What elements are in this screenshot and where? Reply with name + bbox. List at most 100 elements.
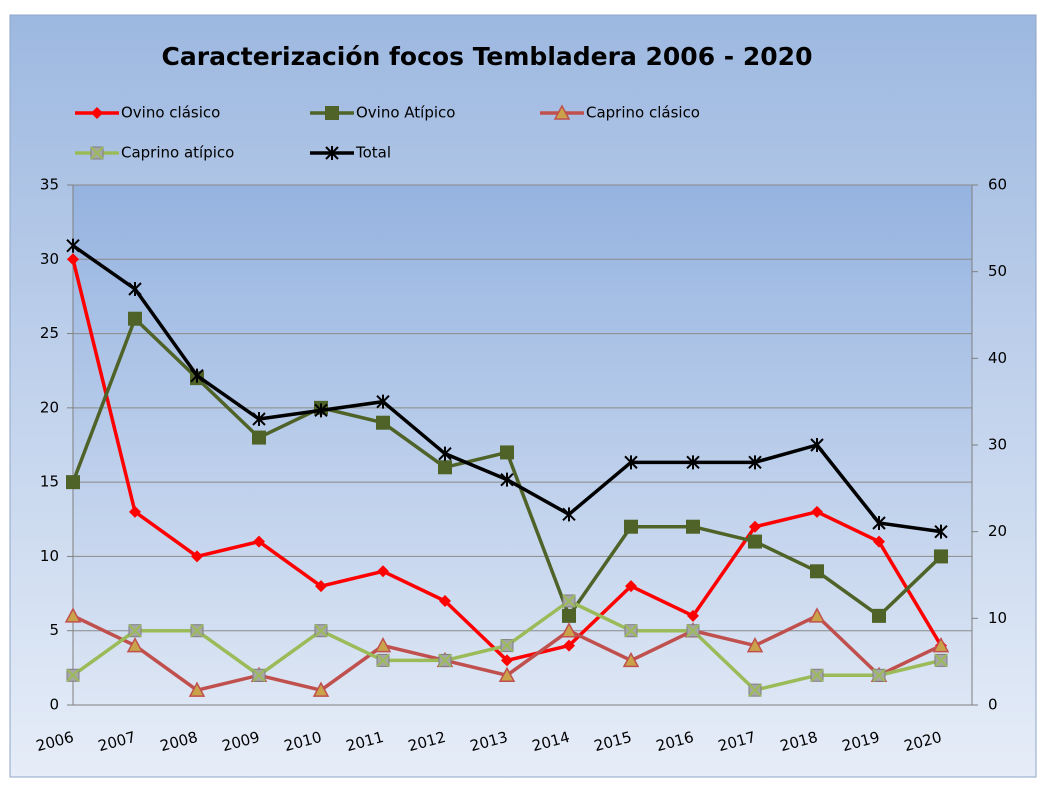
marker [810, 564, 824, 579]
legend-label: Caprino atípico [121, 144, 234, 162]
marker [501, 654, 513, 667]
marker [746, 636, 764, 653]
marker [562, 507, 576, 522]
marker [624, 519, 638, 534]
marker-shape [376, 394, 390, 409]
marker-shape [325, 106, 339, 120]
marker [622, 651, 640, 668]
marker-shape [91, 107, 103, 119]
marker [376, 394, 390, 409]
marker [748, 534, 762, 549]
marker-shape [687, 609, 699, 622]
marker-shape [314, 624, 328, 638]
marker-shape [873, 535, 885, 548]
marker-shape [66, 475, 80, 490]
y2-tick-label: 60 [988, 176, 1007, 194]
y2-tick-label: 10 [988, 609, 1007, 627]
marker [932, 636, 950, 653]
legend-label: Caprino clásico [586, 104, 700, 122]
marker [314, 624, 328, 638]
marker [66, 475, 80, 490]
marker-shape [562, 507, 576, 522]
marker [749, 520, 761, 533]
marker-shape [315, 580, 327, 593]
marker [190, 624, 204, 638]
y-tick-label: 20 [40, 398, 59, 416]
marker [562, 594, 576, 608]
y-tick-label: 35 [40, 176, 59, 194]
marker [748, 455, 762, 470]
marker-shape [439, 595, 451, 607]
marker-shape [126, 636, 144, 653]
marker-shape [376, 415, 390, 430]
marker-shape [934, 653, 948, 668]
marker-shape [622, 651, 640, 668]
marker [562, 608, 576, 623]
marker [190, 368, 204, 383]
marker [439, 595, 451, 607]
marker [126, 636, 144, 653]
y2-tick-label: 0 [988, 696, 998, 714]
marker-shape [563, 639, 575, 652]
marker-shape [872, 668, 886, 682]
marker [252, 412, 266, 426]
marker [498, 666, 516, 683]
marker-shape [325, 146, 339, 160]
marker [315, 580, 327, 593]
marker-shape [686, 519, 700, 534]
marker [563, 639, 575, 652]
marker [66, 238, 80, 253]
marker [67, 253, 79, 266]
marker-shape [64, 607, 82, 623]
legend-marker [325, 146, 339, 160]
marker-shape [748, 455, 762, 470]
marker [873, 535, 885, 548]
marker [934, 524, 948, 539]
marker [500, 445, 514, 460]
marker-shape [500, 445, 514, 460]
marker-shape [374, 636, 392, 653]
marker [314, 403, 328, 418]
marker-shape [749, 520, 761, 533]
marker [811, 505, 823, 518]
y2-tick-label: 30 [988, 436, 1007, 454]
legend-label: Total [355, 144, 391, 162]
marker-shape [129, 505, 141, 518]
marker-shape [253, 535, 265, 548]
marker-shape [686, 624, 700, 638]
y-tick-label: 30 [40, 250, 59, 268]
y2-tick-label: 20 [988, 522, 1007, 540]
marker [377, 565, 389, 578]
legend-label: Ovino clásico [121, 104, 220, 122]
marker-shape [66, 238, 80, 253]
y-tick-label: 10 [40, 547, 59, 565]
marker-shape [190, 624, 204, 638]
marker [872, 608, 886, 623]
marker-shape [624, 519, 638, 534]
marker [808, 607, 826, 623]
marker [128, 624, 142, 638]
marker-shape [128, 311, 142, 326]
marker [686, 519, 700, 534]
marker-shape [314, 403, 328, 418]
marker [438, 446, 452, 461]
marker [687, 609, 699, 622]
marker-shape [252, 412, 266, 426]
marker-shape [746, 636, 764, 653]
y2-tick-label: 40 [988, 349, 1007, 367]
marker-shape [128, 282, 142, 296]
marker-shape [748, 683, 762, 697]
legend-marker [91, 107, 103, 119]
marker [560, 622, 578, 638]
chart-title: Caracterización focos Tembladera 2006 - … [162, 42, 813, 71]
marker-shape [252, 430, 266, 445]
marker-shape [66, 668, 80, 682]
marker [188, 681, 206, 697]
marker-shape [500, 472, 514, 487]
legend-marker [553, 104, 571, 120]
marker [810, 438, 824, 452]
marker-shape [748, 534, 762, 549]
marker [872, 516, 886, 530]
marker-shape [562, 608, 576, 623]
